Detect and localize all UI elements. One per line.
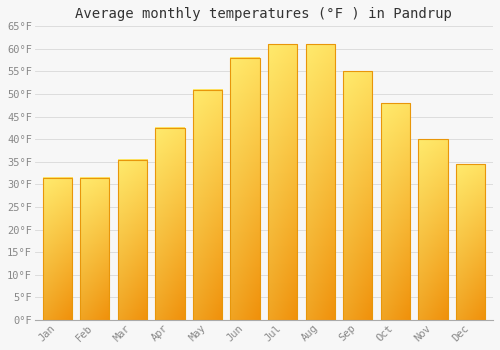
Bar: [456, 164, 485, 320]
Bar: [306, 44, 335, 320]
Bar: [80, 178, 110, 320]
Bar: [230, 58, 260, 320]
Bar: [156, 128, 184, 320]
Bar: [418, 139, 448, 320]
Bar: [268, 44, 298, 320]
Bar: [193, 90, 222, 320]
Bar: [380, 103, 410, 320]
Bar: [343, 71, 372, 320]
Title: Average monthly temperatures (°F ) in Pandrup: Average monthly temperatures (°F ) in Pa…: [76, 7, 452, 21]
Bar: [118, 160, 147, 320]
Bar: [42, 178, 72, 320]
